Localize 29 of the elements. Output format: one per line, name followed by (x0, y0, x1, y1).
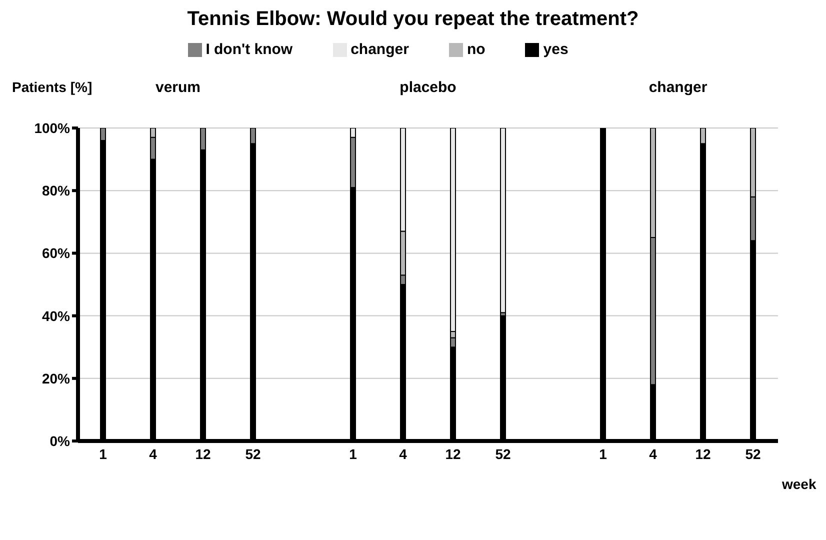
legend-label: changer (350, 41, 409, 58)
y-tick-label: 100% (34, 120, 71, 136)
x-tick-label: 1 (99, 446, 108, 462)
y-tick-label: 0% (50, 432, 71, 449)
text: placebo (398, 79, 458, 96)
x-tick-label: 4 (149, 446, 158, 462)
x-tick-label: 52 (495, 446, 511, 462)
x-tick-label: 4 (649, 446, 658, 462)
y-tick-label: 20% (42, 370, 71, 386)
text: changer (648, 79, 708, 96)
y-tick-label: 80% (42, 182, 71, 199)
text: verum (154, 79, 202, 96)
chart-title: Tennis Elbow: Would you repeat the treatment? (186, 8, 640, 31)
x-tick-label: 4 (399, 446, 408, 462)
x-tick-label: 1 (599, 446, 608, 462)
x-tick-label: 12 (445, 446, 461, 462)
x-tick-label: 12 (695, 446, 711, 462)
y-tick-label: 60% (42, 245, 71, 262)
legend-label: no (466, 41, 486, 58)
y-axis-title: Patients [%] (12, 79, 92, 95)
bar (500, 128, 506, 314)
legend-label: I don't know (206, 41, 293, 58)
y-tick-label: 40% (42, 308, 71, 324)
x-tick-label: 52 (745, 446, 761, 462)
x-tick-label: 52 (245, 446, 261, 462)
x-axis-title: week (782, 476, 816, 492)
x-tick-label: 1 (349, 446, 358, 462)
x-tick-label: 12 (195, 446, 211, 462)
legend-label: yes (543, 41, 568, 58)
